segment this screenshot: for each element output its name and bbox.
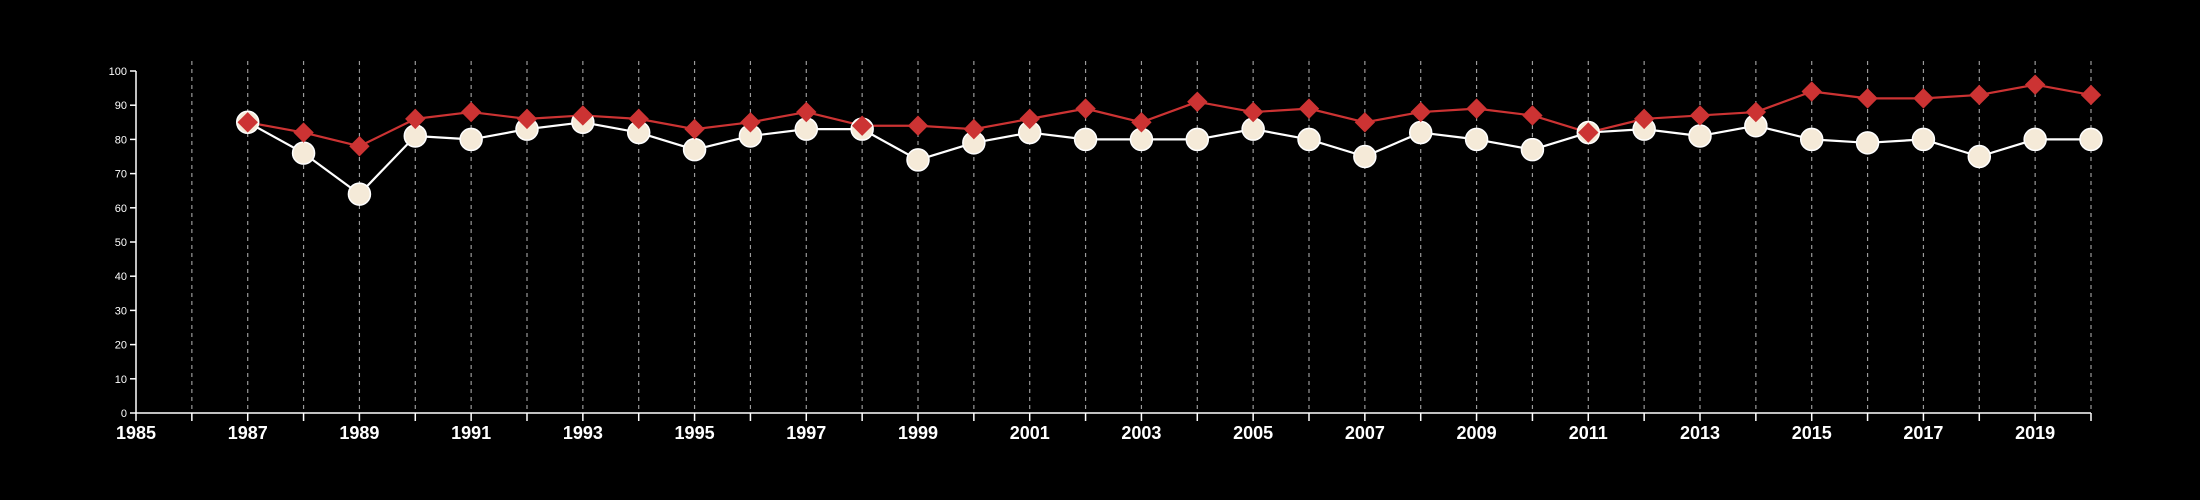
series-1-point-2015 [1799,127,1824,152]
x-tick-label: 1999 [898,423,938,443]
series-2-point-1988 [293,122,314,143]
y-tick-label: 100 [109,66,127,78]
y-tick-label: 60 [115,203,127,215]
y-tick-label: 40 [115,271,127,283]
axes: 0 10 20 30 40 50 60 70 80 90 100 1985 1987 1989 1991 19… [109,66,2092,443]
series-lines [247,83,2092,196]
x-tick-label: 2015 [1792,423,1832,443]
series-1-point-2004 [1185,127,1210,152]
x-tick-label: 2009 [1457,423,1497,443]
series-markers [235,74,2103,206]
x-tick-label: 2003 [1121,423,1161,443]
series-2-point-2010 [1522,105,1543,126]
x-tick-label: 2001 [1010,423,1050,443]
series-1-point-2009 [1464,127,1489,152]
series-2-line [247,83,2092,148]
x-tick-label: 2017 [1903,423,1943,443]
series-2-point-2017 [1913,88,1934,109]
series-2-point-1996 [740,112,761,133]
series-2-point-1990 [405,108,426,130]
series-1-point-2013 [1688,124,1712,148]
series-2-point-2016 [1857,88,1878,109]
series-1-point-1995 [682,137,707,162]
x-tick-label: 2007 [1345,423,1385,443]
series-1-point-2018 [1967,144,1992,169]
y-tick-label: 0 [121,408,127,420]
series-1-point-2019 [2023,127,2047,152]
series-1-point-1991 [459,127,483,152]
series-2-point-1991 [460,101,482,123]
x-tick-label: 2011 [1569,423,1608,443]
series-2-point-1989 [349,136,370,157]
y-tick-label: 20 [115,340,127,352]
x-tick-label: 1987 [228,423,268,443]
series-2-point-2005 [1242,101,1264,123]
x-tick-label: 2019 [2015,423,2055,443]
series-2-point-2020 [2080,84,2102,106]
x-tick-label: 1995 [675,423,715,443]
series-1-point-2007 [1353,144,1377,169]
y-tick-label: 10 [115,374,127,386]
series-1-point-2017 [1911,127,1936,152]
series-2-point-1999 [907,115,929,136]
series-2-point-2008 [1410,101,1431,123]
series-2-point-2015 [1801,81,1822,102]
series-2-point-1992 [516,108,538,130]
y-tick-label: 80 [115,134,127,146]
series-2-point-1995 [684,118,705,140]
series-2-point-2006 [1298,98,1320,119]
series-2-point-1987 [237,112,258,133]
x-tick-label: 1997 [786,423,826,443]
series-1-line [247,121,2091,196]
series-2-point-2019 [2024,74,2046,95]
y-tick-label: 90 [115,100,127,112]
x-tick-label: 2013 [1680,423,1720,443]
y-tick-label: 50 [115,237,127,249]
series-2-point-2009 [1466,98,1487,119]
series-2-point-2004 [1187,91,1208,112]
series-2-point-2013 [1689,105,1711,126]
x-tick-label: 1993 [563,423,603,443]
y-tick-label: 30 [115,305,127,317]
x-tick-label: 1991 [451,423,491,443]
series-2-point-2000 [963,118,985,140]
series-2-point-2012 [1633,108,1655,130]
x-tick-label: 2005 [1233,423,1273,443]
series-1-point-1988 [291,141,316,165]
series-2-point-2003 [1131,112,1152,133]
series-1-point-2008 [1408,120,1433,145]
series-2-point-1994 [628,108,649,130]
series-2-point-2014 [1745,101,1767,123]
series-1-point-1989 [347,182,372,206]
series-2-point-2007 [1354,112,1376,133]
series-2-point-2018 [1969,84,1990,106]
y-tick-label: 70 [115,169,127,181]
series-1-point-2002 [1073,127,1098,152]
series-2-point-1997 [796,101,817,123]
series-1-point-2010 [1520,137,1545,162]
x-tick-label: 1989 [339,423,379,443]
series-1-point-2020 [2079,127,2103,152]
series-2-point-2002 [1075,98,1096,119]
series-2-point-2011 [1578,122,1599,143]
series-2-point-1993 [572,105,594,126]
series-2-point-2001 [1019,108,1040,130]
series-1-point-2006 [1297,127,1321,152]
x-tick-label: 1985 [116,423,156,443]
series-1-point-1999 [906,148,930,172]
series-2-point-1998 [851,115,873,136]
series-1-point-2016 [1855,131,1880,155]
